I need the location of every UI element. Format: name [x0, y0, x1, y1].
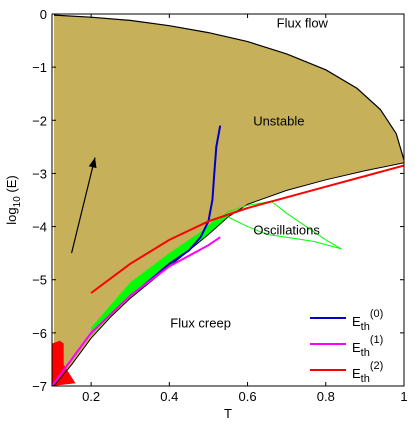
- y-tick-label: −2: [32, 113, 47, 128]
- y-tick-label: −4: [32, 220, 47, 235]
- y-tick-label: 0: [40, 7, 47, 22]
- y-tick-label: −1: [32, 60, 47, 75]
- legend-label-eth1: Eth(1): [352, 334, 383, 359]
- oscillation-curve-1: [227, 216, 342, 250]
- x-tick-label: 0.2: [82, 389, 100, 404]
- region-label-0: Flux flow: [277, 15, 329, 30]
- series-line-eth2: [90, 164, 405, 294]
- y-tick-label: −6: [32, 326, 47, 341]
- y-tick-label: −3: [32, 166, 47, 181]
- x-tick-label: 0.4: [160, 389, 178, 404]
- region-label-1: Unstable: [253, 114, 304, 129]
- arrow-head: [88, 157, 97, 169]
- oscillation-curve-0: [227, 200, 342, 250]
- plot-layer: [51, 14, 405, 387]
- region-label-3: Flux creep: [170, 316, 231, 331]
- y-axis-label: log10 (E): [4, 175, 23, 224]
- region-label-2: Oscillations: [253, 223, 320, 238]
- x-tick-label: 1: [400, 389, 407, 404]
- small-red-region: [52, 340, 76, 386]
- x-tick-label: 0.6: [239, 389, 257, 404]
- y-tick-label: −7: [32, 379, 47, 394]
- upper-boundary: [53, 14, 405, 161]
- legend-label-eth0: Eth(0): [352, 308, 383, 333]
- y-tick-label: −5: [32, 273, 47, 288]
- legend: Eth(0)Eth(1)Eth(2): [310, 308, 383, 385]
- legend-label-eth2: Eth(2): [352, 360, 383, 385]
- x-tick-label: 0.8: [317, 389, 335, 404]
- ticks-layer: [52, 13, 405, 387]
- plot-frame: [51, 13, 405, 387]
- arrow-line: [70, 157, 96, 254]
- series-line-eth1: [51, 236, 221, 387]
- unstable-region: [54, 15, 404, 386]
- x-axis-label: T: [224, 406, 232, 421]
